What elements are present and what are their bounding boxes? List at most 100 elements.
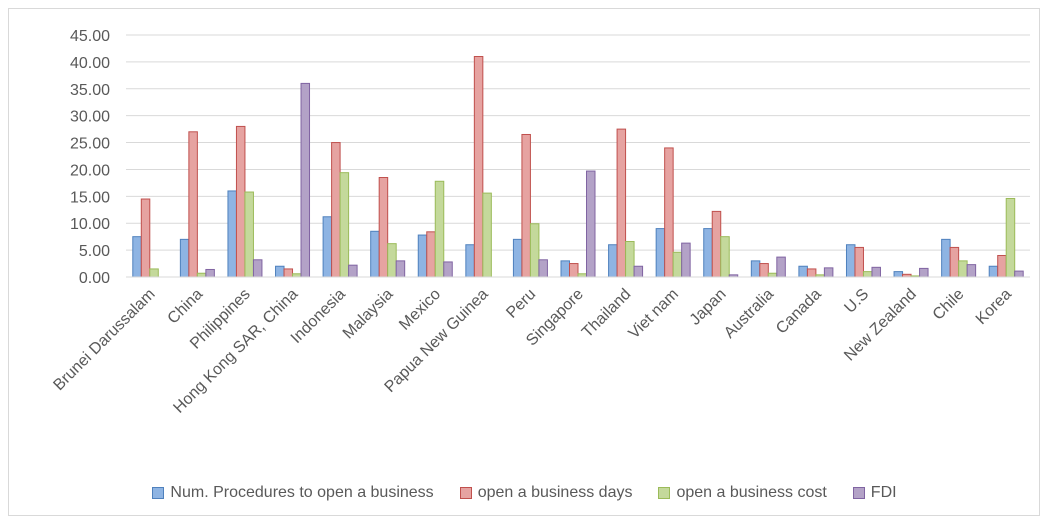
bar-open-a-business-cost-10 (625, 241, 635, 278)
bar-open-a-business-days-3 (283, 268, 294, 278)
bar-open-a-business-days-4 (331, 142, 341, 278)
bar-open-a-business-days-2 (235, 125, 246, 278)
x-tick-label: Australia (721, 286, 777, 342)
x-tick-label: Brunei Darussalam (50, 286, 158, 394)
y-tick-label: 5.00 (79, 243, 110, 260)
bar-fdi-10 (633, 265, 644, 278)
bar-fdi-3 (300, 82, 311, 278)
bar-fdi-5 (395, 260, 406, 278)
legend-item-fdi: FDI (852, 484, 897, 502)
legend-swatch-cost (658, 487, 671, 499)
x-tick-label: China (165, 286, 207, 328)
bar-num-procedures-to-open-a-business-7 (465, 244, 475, 278)
legend-label-fdi: FDI (870, 484, 897, 501)
legend-label-cost: open a business cost (676, 484, 827, 501)
bar-fdi-15 (871, 266, 881, 278)
bar-num-procedures-to-open-a-business-10 (608, 244, 618, 278)
bar-fdi-11 (681, 242, 691, 278)
bar-fdi-1 (205, 268, 215, 278)
bar-num-procedures-to-open-a-business-6 (417, 234, 428, 278)
bar-open-a-business-days-14 (806, 268, 817, 278)
legend-swatch-procedures (152, 487, 165, 499)
bar-num-procedures-to-open-a-business-3 (275, 265, 285, 278)
bar-open-a-business-cost-2 (244, 191, 254, 278)
bar-open-a-business-days-9 (569, 263, 579, 278)
legend-item-days: open a business days (459, 484, 633, 502)
bar-fdi-16 (919, 267, 929, 278)
x-tick-label: Korea (973, 286, 1015, 328)
bar-open-a-business-days-12 (711, 210, 722, 278)
bar-open-a-business-days-1 (188, 131, 198, 278)
bar-open-a-business-days-17 (949, 246, 960, 278)
bar-fdi-6 (443, 261, 453, 278)
y-tick-label: 0.00 (79, 270, 110, 287)
bar-num-procedures-to-open-a-business-8 (512, 238, 523, 278)
bar-num-procedures-to-open-a-business-16 (893, 271, 904, 278)
bar-open-a-business-cost-5 (387, 243, 397, 278)
bar-fdi-13 (776, 256, 786, 278)
x-tick-label: Japan (687, 286, 730, 329)
bar-fdi-17 (966, 264, 977, 278)
bar-open-a-business-days-13 (759, 263, 769, 278)
bars (132, 56, 1024, 278)
legend-swatch-days (459, 487, 472, 499)
bar-open-a-business-cost-6 (434, 180, 445, 278)
y-axis: 0.00 5.00 10.00 15.00 20.00 25.00 30.00 35.00 40… (70, 28, 110, 287)
bar-open-a-business-days-15 (854, 246, 864, 278)
bar-open-a-business-cost-15 (862, 271, 873, 278)
bar-open-a-business-cost-13 (767, 272, 778, 278)
bar-fdi-9 (586, 170, 596, 278)
bar-fdi-14 (823, 267, 834, 278)
y-tick-label: 35.00 (70, 82, 110, 99)
x-tick-label: Viet nam (626, 286, 682, 342)
bar-fdi-4 (348, 264, 358, 278)
bar-num-procedures-to-open-a-business-5 (370, 230, 380, 278)
bar-num-procedures-to-open-a-business-4 (322, 216, 333, 278)
y-tick-label: 45.00 (70, 28, 110, 45)
legend-item-procedures: Num. Procedures to open a business (152, 484, 434, 502)
bar-open-a-business-days-10 (616, 128, 627, 278)
y-tick-label: 15.00 (70, 189, 110, 206)
bar-num-procedures-to-open-a-business-0 (132, 236, 142, 278)
bar-open-a-business-cost-12 (720, 236, 730, 278)
bar-open-a-business-days-11 (664, 147, 674, 278)
y-tick-label: 40.00 (70, 55, 110, 72)
bar-fdi-2 (252, 259, 263, 278)
bar-fdi-18 (1014, 270, 1024, 278)
legend-label-days: open a business days (477, 484, 633, 501)
bar-num-procedures-to-open-a-business-17 (941, 238, 951, 278)
bar-num-procedures-to-open-a-business-12 (703, 228, 713, 278)
x-tick-label: Thailand (579, 286, 634, 341)
x-tick-label: Peru (503, 286, 539, 322)
bar-open-a-business-cost-1 (196, 272, 207, 278)
x-tick-label: Mexico (396, 286, 444, 334)
bar-num-procedures-to-open-a-business-11 (655, 228, 666, 278)
bar-open-a-business-days-7 (473, 56, 484, 278)
y-tick-label: 30.00 (70, 109, 110, 126)
bar-num-procedures-to-open-a-business-13 (750, 260, 761, 278)
x-tick-label: U.S (841, 286, 872, 317)
bar-open-a-business-cost-4 (339, 172, 350, 278)
bar-open-a-business-days-5 (378, 177, 389, 278)
bar-open-a-business-cost-11 (672, 251, 683, 278)
bar-num-procedures-to-open-a-business-14 (798, 265, 808, 278)
bar-open-a-business-days-0 (140, 198, 151, 278)
x-tick-label: Chile (930, 286, 968, 324)
y-tick-label: 20.00 (70, 162, 110, 179)
bar-open-a-business-cost-8 (529, 223, 540, 278)
bar-open-a-business-days-8 (521, 133, 531, 278)
x-tick-label: Malaysia (340, 286, 397, 343)
gridlines (126, 34, 1030, 278)
legend-swatch-fdi (852, 487, 865, 499)
bar-open-a-business-cost-7 (482, 192, 492, 278)
legend: Num. Procedures to open a business open … (0, 484, 1049, 502)
bar-num-procedures-to-open-a-business-15 (845, 244, 856, 278)
bar-num-procedures-to-open-a-business-1 (179, 238, 190, 278)
legend-item-cost: open a business cost (658, 484, 827, 502)
bar-num-procedures-to-open-a-business-18 (988, 265, 999, 278)
bar-open-a-business-cost-18 (1005, 197, 1016, 278)
y-tick-label: 10.00 (70, 216, 110, 233)
bar-open-a-business-cost-17 (958, 260, 968, 278)
